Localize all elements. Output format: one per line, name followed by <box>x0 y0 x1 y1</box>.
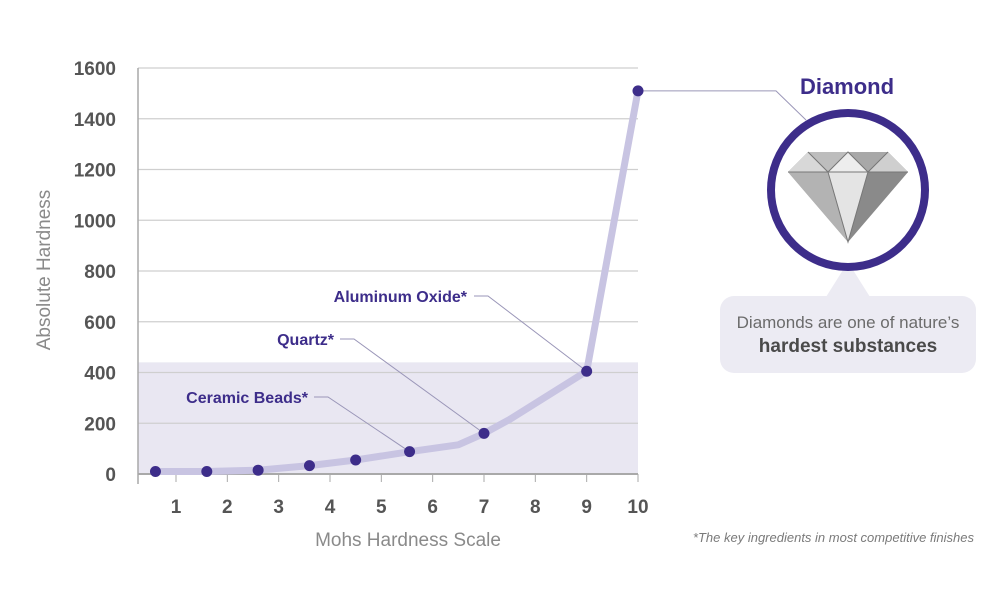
x-tick-2: 2 <box>222 497 233 518</box>
x-tick-1: 1 <box>171 497 182 518</box>
diamond-gem-icon <box>788 151 908 244</box>
caption-line-1: Diamonds are one of nature’s <box>737 313 960 332</box>
caption-pointer <box>826 262 870 297</box>
y-tick-labels: 0 200 400 600 800 1000 1200 1400 1600 <box>74 59 116 486</box>
x-axis-title: Mohs Hardness Scale <box>315 530 501 551</box>
data-point <box>201 465 213 477</box>
callout-leaders <box>314 90 807 453</box>
y-axis-title: Absolute Hardness <box>34 190 55 351</box>
y-tick-400: 400 <box>84 364 116 385</box>
footnote: *The key ingredients in most competitive… <box>693 530 975 545</box>
y-tick-800: 800 <box>84 262 116 283</box>
leader-line <box>314 396 410 453</box>
leader-line <box>474 295 587 372</box>
caption-line-2: hardest substances <box>759 336 937 357</box>
y-tick-1600: 1600 <box>74 59 116 80</box>
y-tick-1400: 1400 <box>74 110 116 131</box>
data-point <box>149 465 161 477</box>
data-point <box>303 460 315 472</box>
x-tick-3: 3 <box>273 497 284 518</box>
data-point <box>632 85 644 97</box>
data-point <box>581 365 593 377</box>
x-tick-9: 9 <box>581 497 592 518</box>
y-tick-200: 200 <box>84 414 116 435</box>
y-tick-600: 600 <box>84 313 116 334</box>
x-tick-4: 4 <box>325 497 336 518</box>
data-points <box>149 85 644 477</box>
callout-ceramic-beads: Ceramic Beads* <box>186 390 309 407</box>
data-point <box>350 454 362 466</box>
x-tick-6: 6 <box>427 497 438 518</box>
leader-line <box>340 338 485 434</box>
data-point <box>404 446 416 458</box>
callout-quartz: Quartz* <box>277 332 335 349</box>
y-tick-1000: 1000 <box>74 211 116 232</box>
x-tick-labels: 1 2 3 4 5 6 7 8 9 10 <box>171 474 649 518</box>
y-tick-1200: 1200 <box>74 161 116 182</box>
leader-line-diamond <box>638 90 807 121</box>
x-tick-5: 5 <box>376 497 387 518</box>
data-point <box>478 427 490 439</box>
x-tick-10: 10 <box>627 497 648 518</box>
diamond-title: Diamond <box>800 74 894 99</box>
x-tick-7: 7 <box>479 497 490 518</box>
caption-box <box>720 296 976 373</box>
data-point <box>252 464 264 476</box>
x-tick-8: 8 <box>530 497 541 518</box>
y-tick-0: 0 <box>105 465 116 486</box>
diamond-panel: Diamond Diamonds are one of nature’s har… <box>720 74 976 373</box>
callout-aluminum-oxide: Aluminum Oxide* <box>334 289 468 306</box>
